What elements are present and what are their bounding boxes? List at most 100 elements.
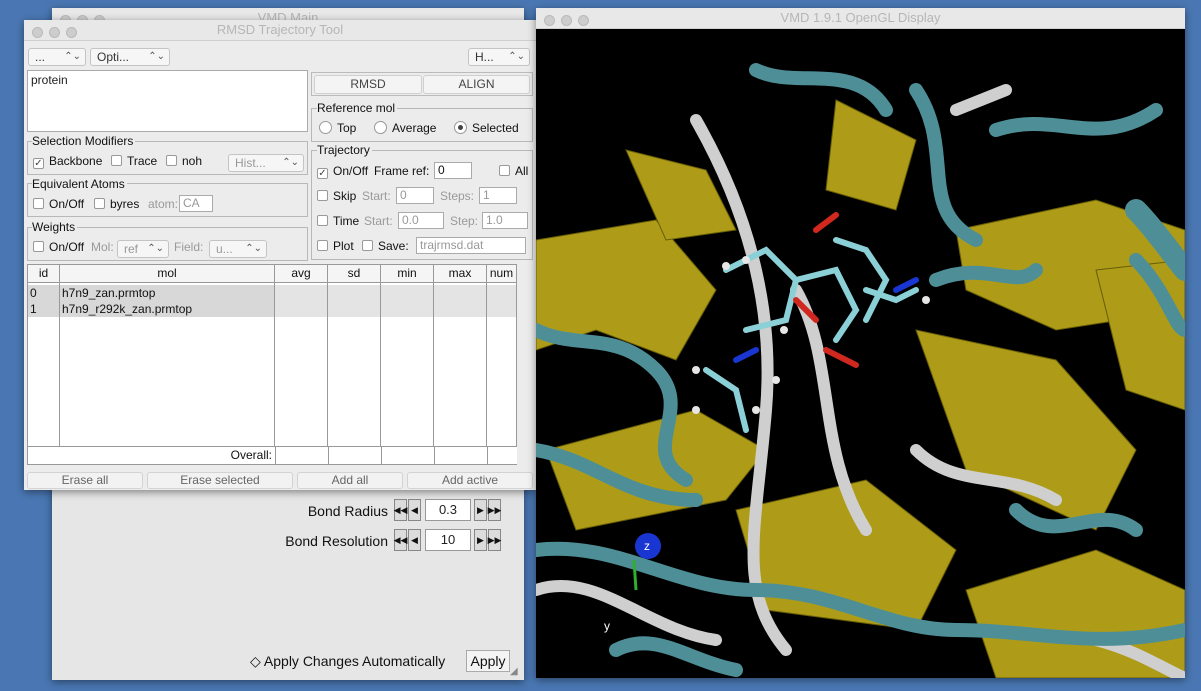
bond-resolution-spinner: ◀◀ ◀ 10 ▶ ▶▶ bbox=[394, 529, 502, 551]
time-start-label: Start: bbox=[364, 214, 393, 228]
action-buttons-frame bbox=[311, 72, 533, 96]
atom-input[interactable]: CA bbox=[179, 195, 213, 212]
decrease-icon[interactable]: ◀ bbox=[408, 499, 421, 521]
increase-icon[interactable]: ▶ bbox=[474, 529, 487, 551]
column-header-mol[interactable]: mol bbox=[60, 265, 275, 283]
time-checkbox[interactable]: Time bbox=[317, 214, 359, 228]
help-menu[interactable]: H... ⌃⌄ bbox=[468, 48, 530, 66]
ref-average-radio[interactable]: Average bbox=[374, 121, 436, 135]
radio-selected-icon bbox=[454, 121, 467, 134]
minimize-icon[interactable] bbox=[561, 15, 572, 26]
rmsd-button[interactable]: RMSD bbox=[314, 75, 422, 94]
increase-fast-icon[interactable]: ▶▶ bbox=[488, 529, 501, 551]
zoom-icon[interactable] bbox=[578, 15, 589, 26]
all-checkbox[interactable]: All bbox=[499, 164, 528, 178]
opengl-display-window: VMD 1.9.1 OpenGL Display bbox=[536, 8, 1185, 678]
updown-icon: ⌃⌄ bbox=[508, 51, 525, 62]
window-controls bbox=[544, 12, 595, 32]
weights-onoff-checkbox[interactable]: On/Off bbox=[33, 240, 84, 254]
minimize-icon[interactable] bbox=[49, 27, 60, 38]
traj-onoff-checkbox[interactable]: ✓ On/Off bbox=[317, 164, 369, 179]
field-label: Field: bbox=[174, 240, 204, 254]
file-menu[interactable]: ... ⌃⌄ bbox=[28, 48, 86, 66]
selected-rows-highlight bbox=[28, 285, 275, 317]
axis-y-label: y bbox=[604, 619, 610, 633]
rmsd-tool-window: RMSD Trajectory Tool ... ⌃⌄ Opti... ⌃⌄ H..… bbox=[24, 20, 536, 490]
history-dropdown[interactable]: Hist... ⌃⌄ bbox=[228, 154, 304, 172]
close-icon[interactable] bbox=[544, 15, 555, 26]
column-header-max[interactable]: max bbox=[434, 265, 487, 283]
check-icon: ✓ bbox=[317, 168, 328, 179]
apply-button[interactable]: Apply bbox=[466, 650, 510, 672]
axis-z-label: z bbox=[644, 539, 650, 553]
rmsd-titlebar[interactable]: RMSD Trajectory Tool bbox=[24, 20, 536, 41]
column-header-avg[interactable]: avg bbox=[275, 265, 328, 283]
row-mol: h7n9_zan.prmtop bbox=[62, 286, 156, 300]
zoom-icon[interactable] bbox=[66, 27, 77, 38]
ref-selected-radio[interactable]: Selected bbox=[454, 121, 519, 135]
apply-auto-toggle[interactable]: ◇ Apply Changes Automatically bbox=[250, 653, 445, 670]
erase-all-button[interactable]: Erase all bbox=[27, 472, 143, 489]
table-row[interactable]: 0 h7n9_zan.prmtop bbox=[28, 285, 515, 301]
decrease-fast-icon[interactable]: ◀◀ bbox=[394, 529, 407, 551]
equivalent-atoms-group bbox=[27, 183, 308, 217]
table-row[interactable]: 1 h7n9_r292k_zan.prmtop bbox=[28, 301, 515, 317]
row-id: 0 bbox=[30, 286, 37, 300]
reference-mol-group bbox=[311, 108, 533, 142]
updown-icon: ⌃⌄ bbox=[147, 243, 164, 254]
bond-resolution-label: Bond Resolution bbox=[285, 533, 388, 549]
column-header-min[interactable]: min bbox=[381, 265, 434, 283]
steps-input[interactable]: 1 bbox=[479, 187, 517, 204]
resize-grip-icon[interactable]: ◢ bbox=[510, 666, 518, 677]
selection-textarea[interactable]: protein bbox=[27, 70, 308, 132]
field-dropdown[interactable]: u... ⌃⌄ bbox=[209, 240, 267, 258]
updown-icon: ⌃⌄ bbox=[64, 51, 81, 62]
updown-icon: ⌃⌄ bbox=[282, 157, 299, 168]
mol-dropdown[interactable]: ref ⌃⌄ bbox=[117, 240, 169, 258]
backbone-checkbox[interactable]: ✓ Backbone bbox=[33, 154, 103, 169]
step-input[interactable]: 1.0 bbox=[482, 212, 528, 229]
column-header-sd[interactable]: sd bbox=[328, 265, 381, 283]
ref-top-radio[interactable]: Top bbox=[319, 121, 356, 135]
bond-radius-input[interactable]: 0.3 bbox=[425, 499, 471, 521]
skip-checkbox[interactable]: Skip bbox=[317, 189, 356, 203]
frame-ref-label: Frame ref: bbox=[374, 164, 430, 178]
column-header-id[interactable]: id bbox=[28, 265, 60, 283]
weights-title: Weights bbox=[32, 220, 78, 234]
reference-mol-title: Reference mol bbox=[317, 101, 398, 115]
opengl-titlebar[interactable]: VMD 1.9.1 OpenGL Display bbox=[536, 8, 1185, 29]
decrease-fast-icon[interactable]: ◀◀ bbox=[394, 499, 407, 521]
equivalent-atoms-title: Equivalent Atoms bbox=[32, 177, 127, 191]
save-file-input[interactable]: trajrmsd.dat bbox=[416, 237, 526, 254]
skip-start-input[interactable]: 0 bbox=[396, 187, 434, 204]
opengl-title: VMD 1.9.1 OpenGL Display bbox=[780, 10, 941, 25]
add-active-button[interactable]: Add active bbox=[407, 472, 533, 489]
increase-fast-icon[interactable]: ▶▶ bbox=[488, 499, 501, 521]
molecule-render[interactable]: z y bbox=[536, 30, 1185, 678]
increase-icon[interactable]: ▶ bbox=[474, 499, 487, 521]
bond-resolution-input[interactable]: 10 bbox=[425, 529, 471, 551]
check-icon: ✓ bbox=[33, 158, 44, 169]
byres-checkbox[interactable]: byres bbox=[94, 197, 139, 211]
selection-modifiers-group bbox=[27, 141, 308, 175]
options-menu[interactable]: Opti... ⌃⌄ bbox=[90, 48, 170, 66]
erase-selected-button[interactable]: Erase selected bbox=[147, 472, 293, 489]
window-controls bbox=[32, 24, 83, 44]
mol-label: Mol: bbox=[91, 240, 114, 254]
noh-checkbox[interactable]: noh bbox=[166, 154, 202, 168]
column-header-num[interactable]: num bbox=[487, 265, 517, 283]
frame-ref-input[interactable]: 0 bbox=[434, 162, 472, 179]
weights-group bbox=[27, 227, 308, 261]
decrease-icon[interactable]: ◀ bbox=[408, 529, 421, 551]
plot-checkbox[interactable]: Plot bbox=[317, 239, 354, 253]
save-checkbox[interactable]: Save: bbox=[362, 239, 409, 253]
close-icon[interactable] bbox=[32, 27, 43, 38]
equiv-onoff-checkbox[interactable]: On/Off bbox=[33, 197, 84, 211]
bond-radius-label: Bond Radius bbox=[307, 503, 388, 519]
add-all-button[interactable]: Add all bbox=[297, 472, 403, 489]
apply-auto-label: Apply Changes Automatically bbox=[263, 653, 446, 669]
overall-row: Overall: bbox=[28, 446, 517, 464]
align-button[interactable]: ALIGN bbox=[423, 75, 530, 94]
trace-checkbox[interactable]: Trace bbox=[111, 154, 157, 168]
time-start-input[interactable]: 0.0 bbox=[398, 212, 444, 229]
